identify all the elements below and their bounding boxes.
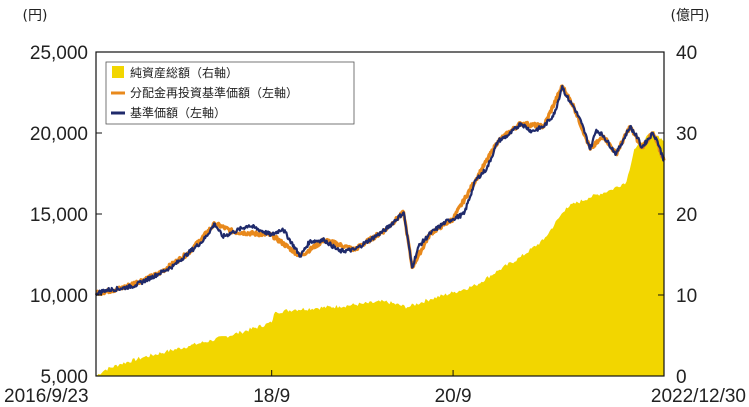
area-layer	[96, 130, 664, 376]
right-tick-label: 10	[676, 286, 697, 307]
legend-swatch-area	[112, 66, 124, 78]
line-layer	[94, 84, 666, 296]
right-axis-unit: (億円)	[671, 8, 710, 24]
legend-box	[105, 61, 355, 125]
left-tick-label: 15,000	[30, 205, 88, 226]
left-axis: 25,000 20,000 15,000 10,000 5,000	[30, 43, 102, 388]
legend-label-reinvest-nav: 分配金再投資基準価額（左軸）	[130, 85, 298, 100]
left-tick-label: 10,000	[30, 286, 88, 307]
x-tick-label: 2016/9/23	[4, 386, 89, 407]
series-nav-line	[95, 84, 665, 296]
x-axis: 2016/9/23 18/9 20/9 2022/12/30	[4, 370, 746, 407]
left-axis-unit: (円)	[23, 8, 48, 24]
left-tick-label: 5,000	[40, 367, 88, 388]
right-tick-label: 40	[676, 43, 697, 64]
right-tick-label: 20	[676, 205, 697, 226]
series-net-assets-area	[96, 130, 664, 376]
left-tick-label: 20,000	[30, 124, 88, 145]
right-tick-label: 30	[676, 124, 697, 145]
legend: 純資産総額（右軸） 分配金再投資基準価額（左軸） 基準価額（左軸）	[105, 61, 355, 125]
x-tick-label: 18/9	[253, 386, 290, 407]
legend-label-nav: 基準価額（左軸）	[130, 105, 226, 120]
x-tick-label: 20/9	[435, 386, 472, 407]
x-tick-label: 2022/12/30	[651, 386, 746, 407]
right-tick-label: 0	[676, 367, 687, 388]
right-axis: 40 30 20 10 0	[658, 43, 697, 388]
legend-label-net-assets: 純資産総額（右軸）	[130, 65, 238, 80]
left-tick-label: 25,000	[30, 43, 88, 64]
